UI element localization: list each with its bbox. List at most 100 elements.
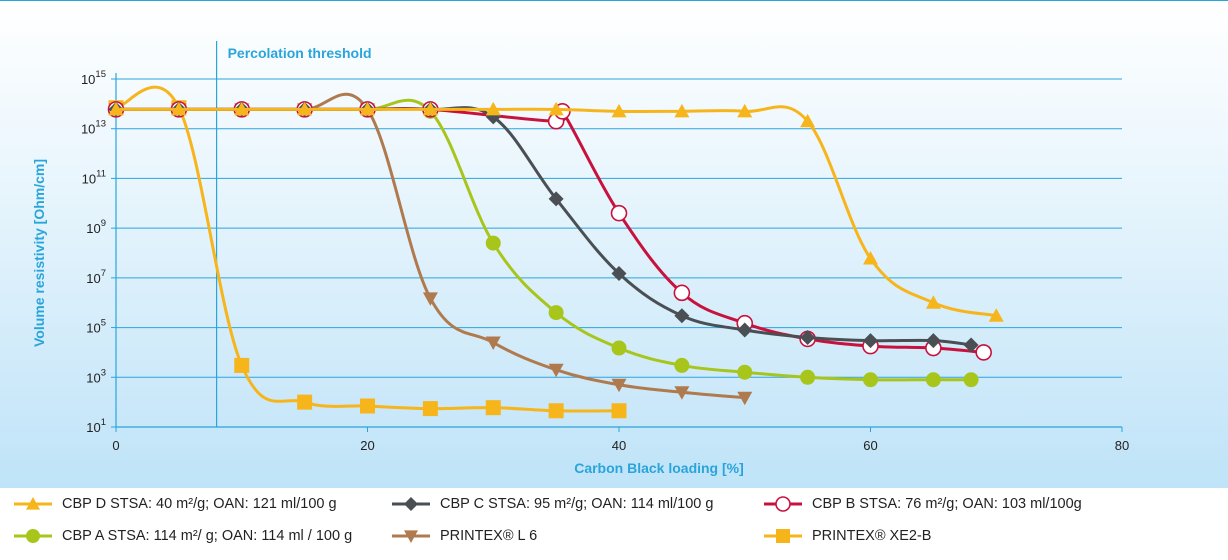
data-point bbox=[611, 378, 627, 393]
legend-marker bbox=[776, 529, 790, 543]
series-2 bbox=[108, 101, 979, 353]
data-point bbox=[925, 295, 941, 309]
data-point bbox=[611, 403, 627, 419]
x-axis-title: Carbon Black loading [%] bbox=[574, 460, 744, 476]
tick-labels: 0 20 40 60 80 101 103 105 107 109 1011 1013 1015 bbox=[81, 69, 1129, 453]
data-point bbox=[737, 391, 753, 406]
series-1 bbox=[108, 101, 1004, 322]
line-chart: Percolation threshold 0 20 40 60 80 101 103 105… bbox=[31, 41, 1129, 476]
legend-swatch bbox=[14, 529, 52, 543]
data-point bbox=[548, 363, 564, 378]
legend-label: CBP B STSA: 76 m²/g; OAN: 103 ml/100g bbox=[812, 496, 1082, 512]
y-tick-label: 107 bbox=[86, 268, 106, 286]
data-point bbox=[548, 403, 564, 419]
data-point bbox=[548, 305, 564, 321]
legend-label: CBP C STSA: 95 m²/g; OAN: 114 ml/100 g bbox=[440, 496, 714, 512]
data-point bbox=[975, 344, 992, 361]
data-point bbox=[925, 372, 941, 388]
y-tick-label: 1011 bbox=[82, 168, 106, 186]
x-tick-label: 40 bbox=[612, 438, 626, 453]
chart-area: Percolation threshold 0 20 40 60 80 101 103 105… bbox=[0, 0, 1228, 488]
data-point bbox=[360, 398, 375, 414]
legend-item: CBP D STSA: 40 m²/g; OAN: 121 ml/100 g bbox=[12, 493, 337, 515]
data-point bbox=[297, 394, 313, 410]
series-line bbox=[114, 106, 973, 347]
x-tick-label: 20 bbox=[360, 438, 374, 453]
data-point bbox=[737, 322, 753, 338]
legend-item: PRINTEX® L 6 bbox=[390, 525, 537, 547]
data-point bbox=[611, 340, 627, 356]
data-point bbox=[422, 401, 438, 417]
data-point bbox=[737, 103, 753, 118]
data-point bbox=[610, 204, 628, 222]
y-tick-label: 101 bbox=[86, 417, 106, 435]
data-point bbox=[297, 101, 313, 116]
data-point bbox=[422, 292, 438, 306]
legend-swatch bbox=[392, 497, 430, 511]
series-line bbox=[114, 98, 973, 382]
data-point bbox=[863, 251, 878, 265]
axes bbox=[111, 73, 1123, 432]
y-tick-label: 105 bbox=[86, 318, 106, 336]
data-point bbox=[548, 101, 564, 116]
percolation-threshold-label: Percolation threshold bbox=[228, 45, 372, 61]
x-tick-label: 80 bbox=[1115, 438, 1129, 453]
data-point bbox=[674, 103, 690, 118]
data-point bbox=[422, 101, 438, 116]
data-point bbox=[108, 101, 124, 116]
legend-label: PRINTEX® L 6 bbox=[440, 528, 538, 544]
data-point bbox=[611, 103, 627, 118]
legend-marker bbox=[26, 497, 40, 510]
legend-marker bbox=[26, 529, 40, 543]
legend: CBP D STSA: 40 m²/g; OAN: 121 ml/100 g CB… bbox=[0, 489, 1228, 560]
legend-swatch bbox=[14, 497, 52, 510]
data-point bbox=[963, 337, 979, 353]
y-axis-title: Volume resistivity [Ohm/cm] bbox=[31, 159, 47, 347]
legend-item: CBP C STSA: 95 m²/g; OAN: 114 ml/100 g bbox=[390, 493, 713, 515]
data-point bbox=[548, 191, 564, 207]
data-point bbox=[988, 308, 1004, 322]
y-tick-label: 1015 bbox=[81, 69, 106, 87]
x-tick-label: 60 bbox=[863, 438, 877, 453]
data-point bbox=[673, 284, 691, 302]
data-point bbox=[963, 372, 979, 388]
data-point bbox=[171, 101, 187, 116]
legend-marker bbox=[404, 530, 418, 543]
data-point bbox=[800, 113, 816, 128]
series-line bbox=[114, 92, 747, 400]
grid bbox=[116, 78, 1122, 428]
legend-marker bbox=[775, 496, 791, 512]
data-point bbox=[925, 333, 941, 349]
data-point bbox=[485, 336, 501, 351]
data-point bbox=[360, 101, 375, 116]
percolation-threshold: Percolation threshold bbox=[216, 41, 372, 427]
legend-item: CBP A STSA: 114 m²/ g; OAN: 114 ml / 100… bbox=[12, 525, 352, 547]
legend-swatch bbox=[764, 496, 802, 512]
data-point bbox=[485, 101, 501, 116]
y-tick-label: 103 bbox=[86, 367, 106, 385]
series-line bbox=[114, 105, 998, 318]
data-point bbox=[674, 357, 690, 373]
legend-swatch bbox=[764, 529, 802, 543]
data-point bbox=[485, 400, 501, 416]
data-point bbox=[234, 357, 250, 373]
data-point bbox=[800, 369, 816, 385]
legend-label: CBP A STSA: 114 m²/ g; OAN: 114 ml / 100… bbox=[62, 528, 353, 544]
data-point bbox=[485, 235, 501, 251]
data-point bbox=[674, 308, 690, 324]
legend-label: PRINTEX® XE2-B bbox=[812, 528, 932, 544]
legend-item: PRINTEX® XE2-B bbox=[762, 525, 931, 547]
legend-marker bbox=[404, 497, 418, 511]
series-line bbox=[114, 85, 621, 413]
legend-label: CBP D STSA: 40 m²/g; OAN: 121 ml/100 g bbox=[62, 496, 337, 512]
y-tick-label: 1013 bbox=[81, 119, 106, 137]
y-tick-label: 109 bbox=[86, 218, 106, 236]
data-point bbox=[234, 101, 250, 116]
series bbox=[107, 85, 1004, 419]
legend-swatch bbox=[392, 530, 430, 543]
data-point bbox=[674, 386, 690, 400]
x-tick-label: 0 bbox=[112, 438, 119, 453]
data-point bbox=[863, 372, 878, 388]
data-point bbox=[863, 333, 878, 349]
data-point bbox=[737, 364, 753, 380]
